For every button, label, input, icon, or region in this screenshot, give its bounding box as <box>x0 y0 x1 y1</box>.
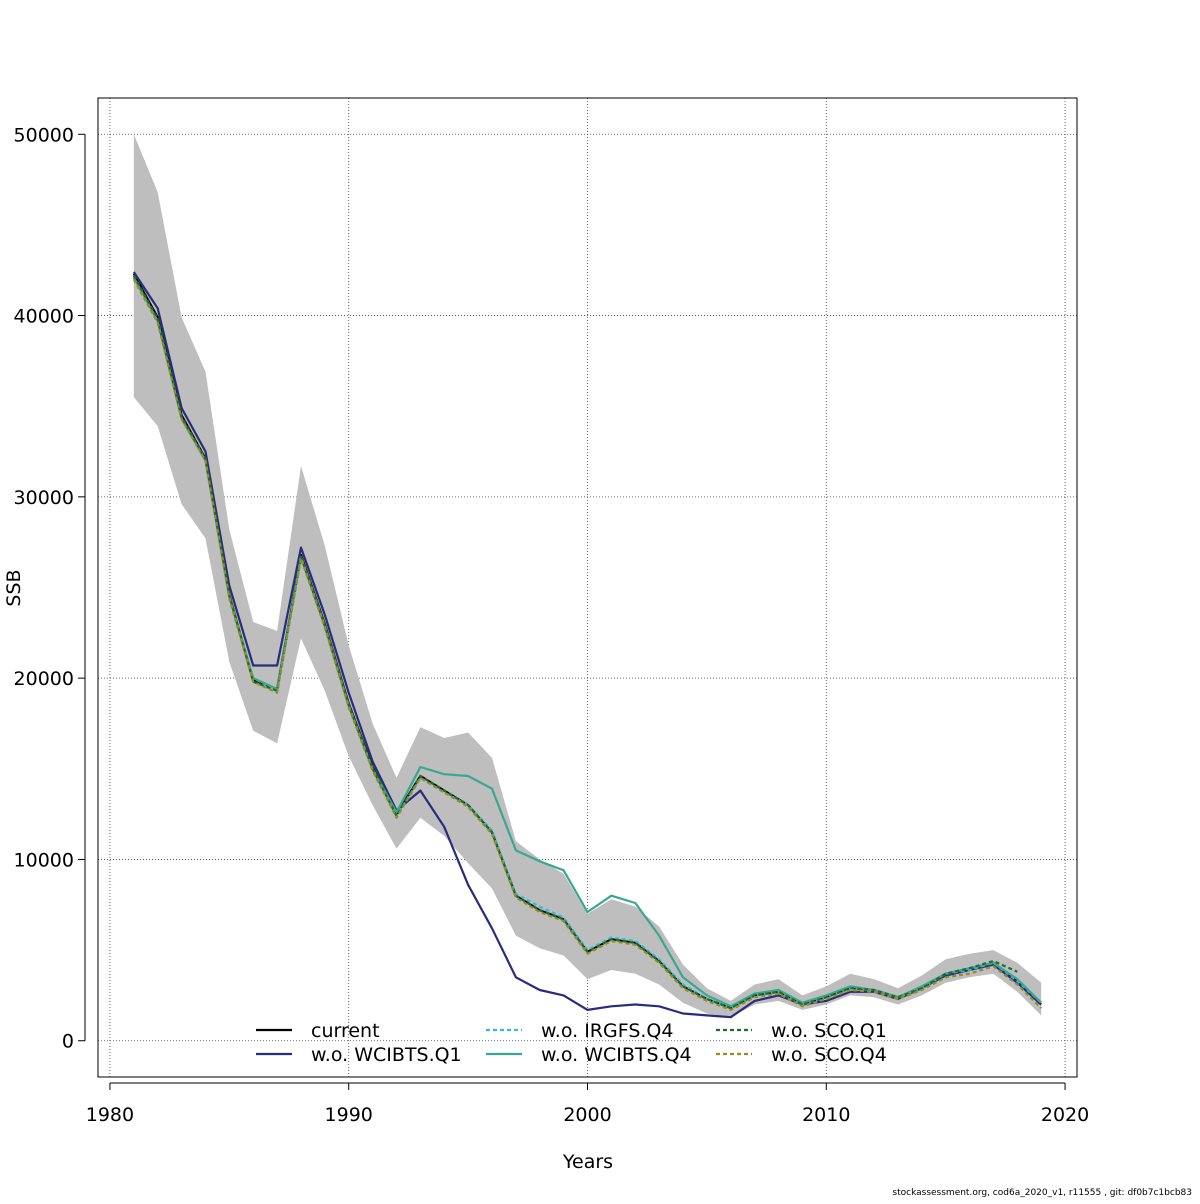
y-tick-label-0: 0 <box>62 1031 74 1053</box>
legend-label-5: w.o. SCO.Q4 <box>771 1044 887 1066</box>
plot-frame <box>97 97 1078 1078</box>
x-tick-label-1980: 1980 <box>86 1104 134 1126</box>
legend-label-3: w.o. WCIBTS.Q4 <box>541 1044 692 1066</box>
legend-label-4: w.o. SCO.Q1 <box>771 1020 887 1042</box>
y-tick-label-10000: 10000 <box>14 849 74 871</box>
y-tick-label-30000: 30000 <box>14 487 74 509</box>
x-tick-label-2020: 2020 <box>1041 1104 1089 1126</box>
legend-label-2: w.o. IRGFS.Q4 <box>541 1020 673 1042</box>
legend-label-1: w.o. WCIBTS.Q1 <box>311 1044 462 1066</box>
footer-caption: stockassessment.org, cod6a_2020_v1, r115… <box>892 1188 1192 1198</box>
axes: 1980 1990 2000 2010 2020 0 10000 20000 30000 4000… <box>14 124 1090 1126</box>
x-axis-label: Years <box>562 1151 613 1173</box>
confidence-band <box>133 134 1042 1018</box>
series-line-5 <box>132 278 1042 1012</box>
series-lines <box>132 271 1042 1019</box>
x-tick-label-1990: 1990 <box>325 1104 373 1126</box>
y-tick-label-20000: 20000 <box>14 668 74 690</box>
x-tick-label-2000: 2000 <box>563 1104 611 1126</box>
y-tick-label-50000: 50000 <box>14 124 74 146</box>
y-axis-label: SSB <box>3 569 25 606</box>
y-tick-label-40000: 40000 <box>14 306 74 328</box>
grid <box>98 98 1077 1077</box>
legend-label-0: current <box>311 1020 380 1042</box>
confidence-band-area <box>133 134 1042 1018</box>
x-tick-label-2010: 2010 <box>802 1104 850 1126</box>
